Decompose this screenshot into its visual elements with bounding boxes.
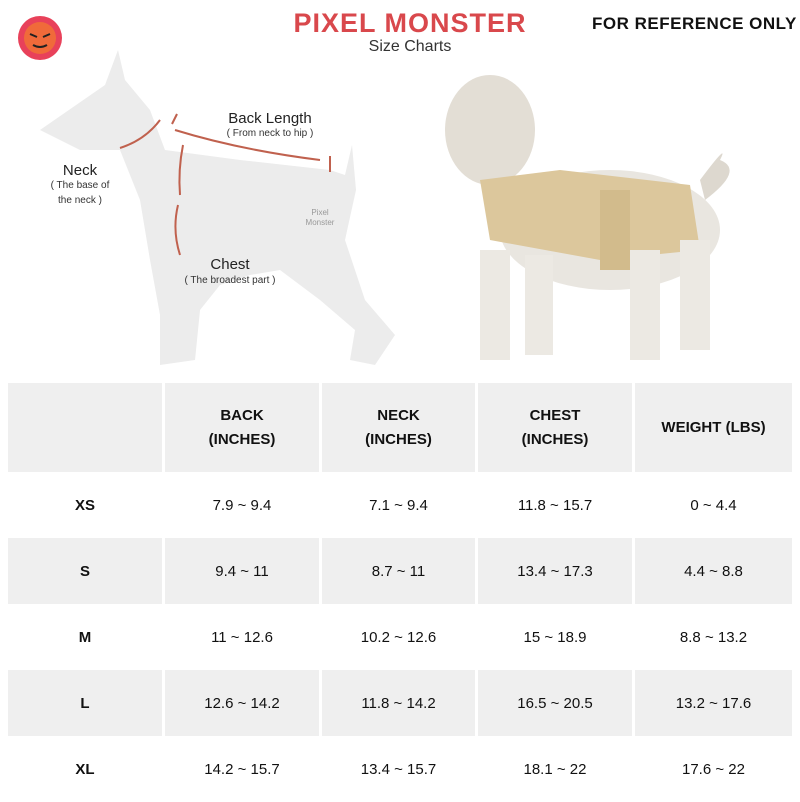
header-cell: CHEST (INCHES) [478,383,632,472]
value-cell: 13.4 ~ 17.3 [478,538,632,604]
dog-silhouette [40,50,395,365]
value-cell: 13.2 ~ 17.6 [635,670,792,736]
header-text: CHEST [529,406,581,424]
header-cell: BACK (INCHES) [165,383,319,472]
measure-arrows [119,113,331,256]
header-cell: WEIGHT (LBS) [635,383,792,472]
value-cell: 9.4 ~ 11 [165,538,319,604]
value-cell: 8.8 ~ 13.2 [635,604,792,670]
value-cell: 4.4 ~ 8.8 [635,538,792,604]
value-cell: 0 ~ 4.4 [635,472,792,538]
value-cell: 11 ~ 12.6 [165,604,319,670]
neck-note: ( The base of [50,180,110,191]
header-cell: NECK (INCHES) [322,383,475,472]
neck-note: the neck ) [58,195,102,206]
header-row: BACK (INCHES) NECK (INCHES) CHEST (INCHES) WEI… [8,383,792,472]
value-cell: 8.7 ~ 11 [322,538,475,604]
value-cell: 11.8 ~ 14.2 [322,670,475,736]
size-cell: XL [8,736,162,802]
dog-photo [445,75,730,360]
notice: FOR REFERENCE ONLY [592,14,797,33]
neck-label: Neck [62,162,98,179]
chest-label: Chest [210,256,250,273]
table-row: S 9.4 ~ 11 8.7 ~ 11 13.4 ~ 17.3 4.4 ~ 8.8 [8,538,792,604]
back-note: ( From neck to hip ) [226,128,314,139]
back-label: Back Length [228,110,312,127]
value-cell: 7.9 ~ 9.4 [165,472,319,538]
title: PIXEL MONSTER [293,8,527,38]
value-cell: 12.6 ~ 14.2 [165,670,319,736]
header-text: WEIGHT (LBS) [661,418,766,436]
value-cell: 13.4 ~ 15.7 [322,736,475,802]
table-row: L 12.6 ~ 14.2 11.8 ~ 14.2 16.5 ~ 20.5 13.2 ~… [8,670,792,736]
value-cell: 7.1 ~ 9.4 [322,472,475,538]
chest-note: ( The broadest part ) [184,275,276,286]
header-cell [8,383,162,472]
size-cell: M [8,604,162,670]
illustration [18,16,730,365]
header-text: BACK [220,406,264,424]
value-cell: 15 ~ 18.9 [478,604,632,670]
header-text: (INCHES) [521,430,589,448]
value-cell: 14.2 ~ 15.7 [165,736,319,802]
header-text: (INCHES) [208,430,276,448]
value-cell: 16.5 ~ 20.5 [478,670,632,736]
table-row: M 11 ~ 12.6 10.2 ~ 12.6 15 ~ 18.9 8.8 ~ 13.2 [8,604,792,670]
watermark: Monster [305,218,335,227]
value-cell: 17.6 ~ 22 [635,736,792,802]
value-cell: 18.1 ~ 22 [478,736,632,802]
subtitle: Size Charts [368,38,452,55]
size-cell: S [8,538,162,604]
watermark: Pixel [311,208,329,217]
header-text: (INCHES) [365,430,432,448]
size-cell: XS [8,472,162,538]
table-row: XS 7.9 ~ 9.4 7.1 ~ 9.4 11.8 ~ 15.7 0 ~ 4.4 [8,472,792,538]
header-text: NECK [377,406,420,424]
value-cell: 11.8 ~ 15.7 [478,472,632,538]
value-cell: 10.2 ~ 12.6 [322,604,475,670]
size-cell: L [8,670,162,736]
logo [18,16,62,60]
table-row: XL 14.2 ~ 15.7 13.4 ~ 15.7 18.1 ~ 22 17.6 ~ … [8,736,792,802]
